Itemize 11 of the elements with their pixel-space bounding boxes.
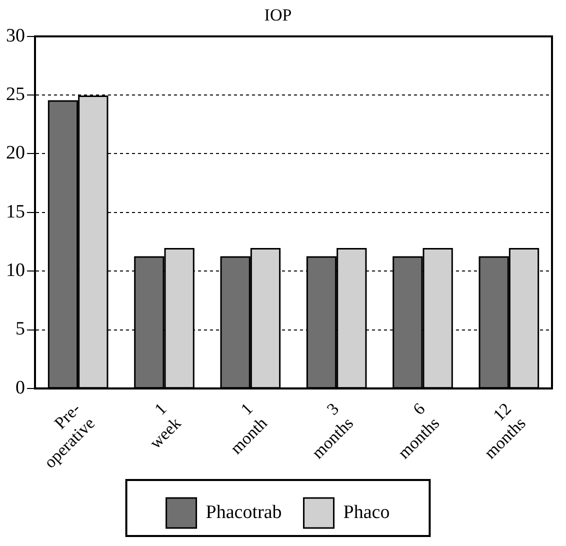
y-tick-label: 25 [6, 84, 25, 106]
x-tick-label: 1 week [146, 399, 186, 452]
legend-label: Phacotrab [206, 502, 282, 523]
y-tick-label: 0 [16, 377, 25, 398]
y-tick-label: 20 [6, 142, 25, 164]
legend-label: Phaco [343, 502, 390, 523]
y-tick-label: 5 [16, 318, 25, 340]
y-tick-label: 30 [6, 25, 25, 46]
chart-title: IOP [264, 6, 292, 25]
y-tick-label: 10 [6, 260, 25, 282]
y-tick-label: 15 [6, 201, 25, 222]
